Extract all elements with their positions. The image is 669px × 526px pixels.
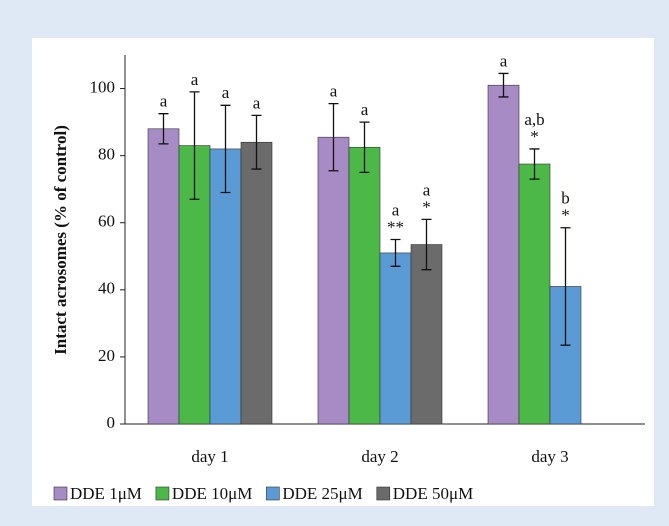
annotation: a [361, 100, 369, 119]
error-bar [220, 104, 231, 194]
y-tick-label: 80 [98, 145, 115, 164]
y-tick-label: 0 [107, 413, 116, 432]
annotation: ** [387, 217, 404, 236]
legend-label: DDE 10μM [172, 484, 252, 503]
legend-swatch [53, 486, 68, 501]
bar [209, 148, 242, 425]
y-axis-label: Intact acrosomes (% of control) [51, 125, 70, 355]
bar [379, 252, 412, 425]
bar [487, 84, 520, 425]
bar [147, 128, 180, 425]
y-tick-label: 40 [98, 279, 115, 298]
bar [240, 141, 273, 425]
x-tick-label: day 3 [531, 447, 568, 466]
x-tick-label: day 2 [361, 447, 398, 466]
bar [317, 136, 350, 425]
annotation: a [191, 70, 199, 89]
legend-label: DDE 50μM [393, 484, 473, 503]
x-tick-label: day 1 [191, 447, 228, 466]
error-bar [390, 238, 401, 267]
error-bar [421, 218, 432, 271]
error-bar [498, 72, 509, 98]
annotation: * [561, 206, 570, 225]
annotation: a [160, 92, 168, 111]
bar [348, 146, 381, 425]
annotation: a,b [524, 110, 544, 129]
legend-swatch [155, 486, 170, 501]
legend-label: DDE 25μM [282, 484, 362, 503]
annotation: a [500, 51, 508, 70]
error-bar [529, 148, 540, 180]
annotation: a [392, 200, 400, 219]
annotation: a [222, 83, 230, 102]
error-bar [359, 121, 370, 174]
error-bar [189, 91, 200, 200]
error-bar [560, 227, 571, 346]
y-tick-label: 60 [98, 212, 115, 231]
annotation: a [330, 82, 338, 101]
bar [410, 244, 443, 425]
annotation: * [422, 197, 431, 216]
annotation: b [561, 189, 570, 208]
legend-swatch [266, 486, 280, 501]
bar [518, 163, 551, 425]
legend-label: DDE 1μM [70, 484, 142, 503]
annotation: a [253, 93, 261, 112]
error-bar [158, 113, 169, 145]
error-bar [251, 114, 262, 170]
y-tick-label: 20 [98, 346, 115, 365]
annotation: * [530, 127, 539, 146]
y-tick-label: 100 [90, 77, 116, 96]
error-bar [328, 102, 339, 172]
annotation: a [423, 180, 431, 199]
legend-swatch [376, 486, 391, 501]
